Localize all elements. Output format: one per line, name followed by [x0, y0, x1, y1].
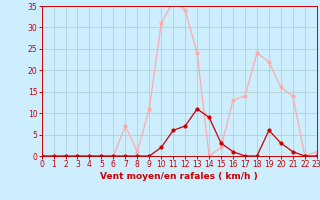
X-axis label: Vent moyen/en rafales ( km/h ): Vent moyen/en rafales ( km/h )	[100, 172, 258, 181]
